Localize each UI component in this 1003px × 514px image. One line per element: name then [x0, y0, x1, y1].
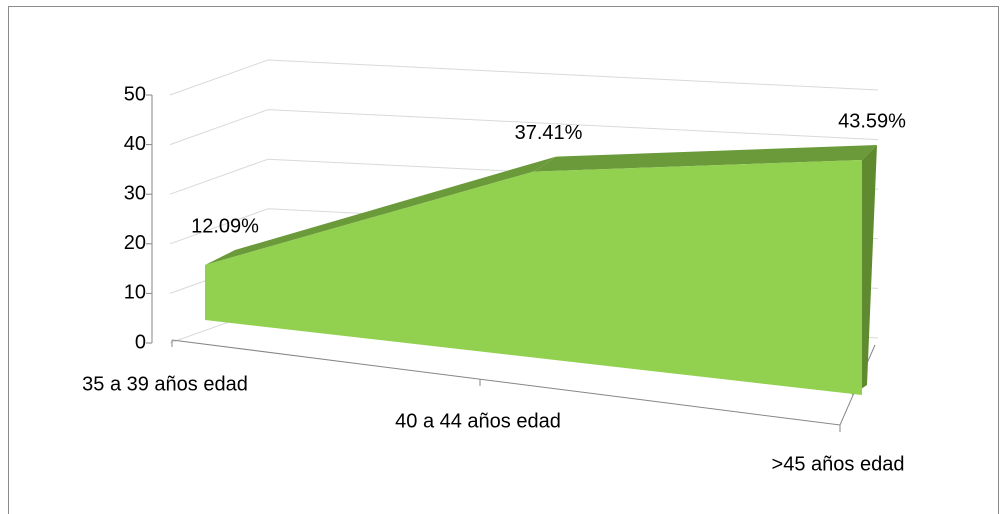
- grid-line: [169, 109, 879, 146]
- area: [205, 160, 862, 395]
- y-tick-label: 30: [124, 182, 146, 204]
- y-tick-label: 20: [124, 232, 146, 254]
- grid-line: [169, 59, 879, 96]
- data-label: 12.09%: [191, 215, 259, 237]
- area-top: [533, 145, 877, 172]
- x-tick-label: >45 años edad: [772, 453, 905, 475]
- y-tick-label: 40: [124, 133, 146, 155]
- y-tick-label: 10: [124, 282, 146, 304]
- data-label: 43.59%: [838, 110, 906, 132]
- y-tick-label: 50: [124, 83, 146, 105]
- x-tick-label: 40 a 44 años edad: [395, 410, 561, 432]
- area-top: [205, 156, 556, 265]
- y-tick-label: 0: [135, 331, 146, 353]
- x-tick-label: 35 a 39 años edad: [82, 373, 248, 395]
- data-label: 37.41%: [515, 122, 583, 144]
